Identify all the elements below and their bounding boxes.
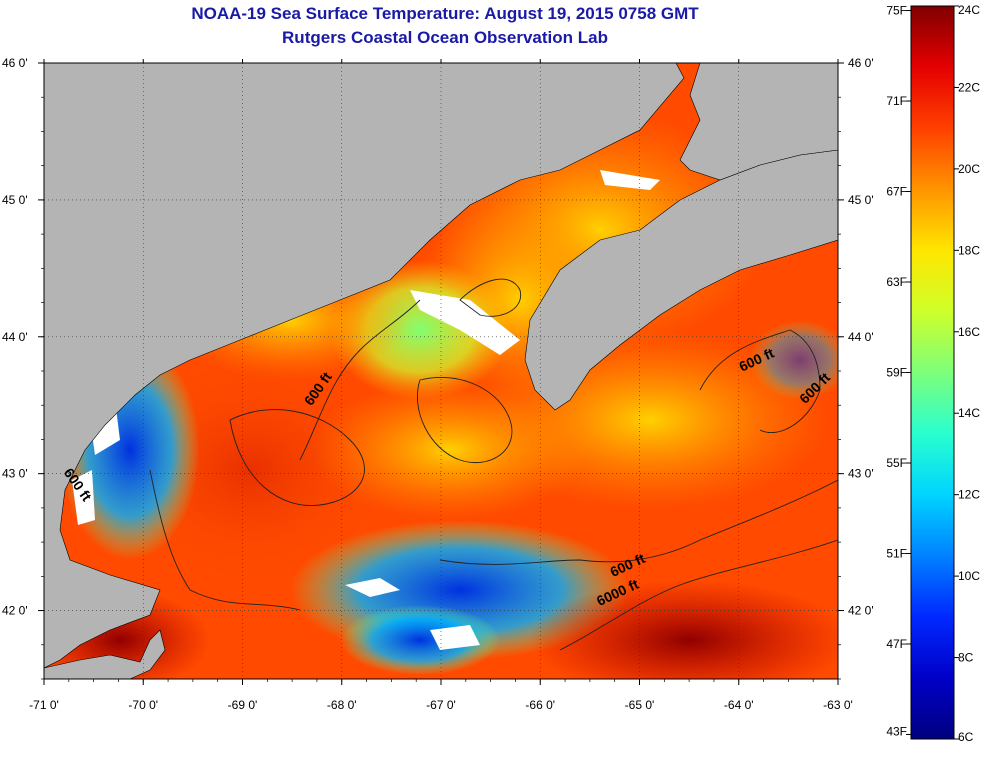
colorbar-label-f: 63F xyxy=(886,275,907,289)
contour-basin-east xyxy=(416,376,513,464)
colorbar-label-f: 55F xyxy=(886,456,907,470)
sst-bank-cold-2 xyxy=(340,605,500,675)
colorbar-label-c: 14C xyxy=(958,406,980,420)
sst-gulf-stream-warm xyxy=(530,580,838,679)
map-axes: -71 0' -70 0' -69 0' -68 0' -67 0' -66 0' -65 … xyxy=(2,56,874,712)
colorbar-label-c: 10C xyxy=(958,569,980,583)
colorbar-label-c: 18C xyxy=(958,243,980,257)
title-line-2: Rutgers Coastal Ocean Observation Lab xyxy=(282,28,608,47)
lat-label-right: 45 0' xyxy=(848,193,874,207)
colorbar-labels: 24C 22C 20C 18C 16C 14C 12C 10C 8C 6C 75F 71F 67F 63F… xyxy=(886,3,980,744)
land xyxy=(44,63,838,679)
colorbar-label-c: 12C xyxy=(958,488,980,502)
cloud-patch xyxy=(72,470,95,525)
lat-label: 43 0' xyxy=(2,467,28,481)
title-line-1: NOAA-19 Sea Surface Temperature: August … xyxy=(191,4,699,23)
lat-label: 44 0' xyxy=(2,330,28,344)
contour-600ft-south xyxy=(439,479,838,565)
lat-label-right: 46 0' xyxy=(848,56,874,70)
colorbar-label-c: 22C xyxy=(958,80,980,94)
contour-600ft-east xyxy=(699,329,821,434)
lon-label: -68 0' xyxy=(327,698,357,712)
lat-label-right: 43 0' xyxy=(848,467,874,481)
colorbar-label-c: 20C xyxy=(958,162,980,176)
lon-label: -70 0' xyxy=(128,698,158,712)
contour-bay xyxy=(459,278,522,317)
lat-label-right: 44 0' xyxy=(848,330,874,344)
colorbar-label-c: 16C xyxy=(958,325,980,339)
sst-central-gulf xyxy=(310,380,590,520)
lat-label: 45 0' xyxy=(2,193,28,207)
lon-label: -71 0' xyxy=(29,698,59,712)
land-cape-cod xyxy=(44,629,166,679)
contour-600ft-west xyxy=(149,469,301,611)
cloud-patch xyxy=(430,625,480,650)
colorbar-label-c: 8C xyxy=(958,651,974,665)
contour-basin xyxy=(229,409,365,506)
colorbar-label-f: 51F xyxy=(886,546,907,560)
colorbar-label-f: 43F xyxy=(886,724,907,738)
colorbar-label-f: 67F xyxy=(886,185,907,199)
lon-label: -65 0' xyxy=(625,698,655,712)
bathymetry-contours xyxy=(149,278,838,651)
land-new-england xyxy=(44,63,685,669)
contour-600ft-north xyxy=(299,299,421,461)
contour-6000ft xyxy=(559,539,838,651)
colorbar-gradient xyxy=(910,5,955,740)
cloud-patch xyxy=(345,578,400,597)
colorbar-label-f: 47F xyxy=(886,637,907,651)
colorbar-label-f: 59F xyxy=(886,366,907,380)
map-title: NOAA-19 Sea Surface Temperature: August … xyxy=(0,2,890,50)
land-new-brunswick xyxy=(679,63,838,181)
colorbar-label-c: 24C xyxy=(958,3,980,17)
cloud-patch xyxy=(410,290,520,355)
lat-label-right: 42 0' xyxy=(848,604,874,618)
lon-label: -69 0' xyxy=(228,698,258,712)
colorbar-label-c: 6C xyxy=(958,730,974,744)
cloud-patch xyxy=(600,170,660,190)
lon-label: -64 0' xyxy=(724,698,754,712)
sst-nova-scotia-cool xyxy=(750,320,838,400)
colorbar: 24C 22C 20C 18C 16C 14C 12C 10C 8C 6C 75F 71F 67F 63F… xyxy=(886,3,980,744)
lon-label: -67 0' xyxy=(426,698,456,712)
colorbar-label-f: 71F xyxy=(886,94,907,108)
lon-label: -63 0' xyxy=(823,698,853,712)
lon-label: -66 0' xyxy=(525,698,555,712)
lat-label: 46 0' xyxy=(2,56,28,70)
colorbar-label-f: 75F xyxy=(886,4,907,18)
lat-label: 42 0' xyxy=(2,604,28,618)
